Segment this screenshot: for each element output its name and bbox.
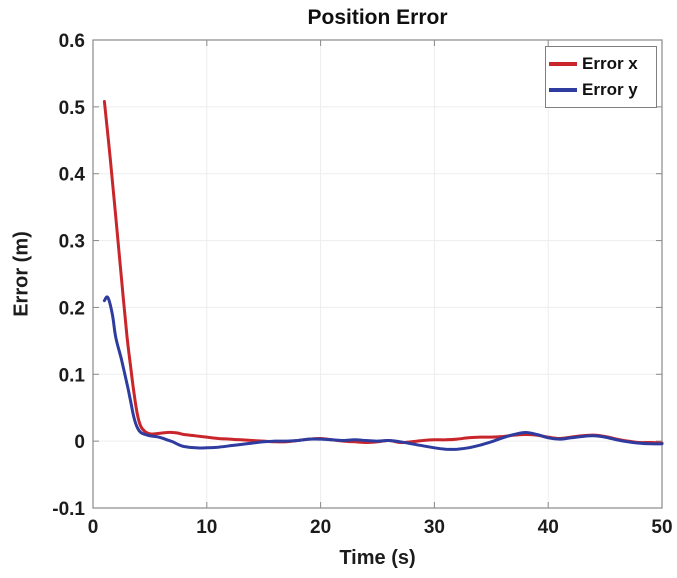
legend-item-error-x: Error x — [549, 54, 652, 74]
y-tick-label: 0.4 — [59, 165, 86, 186]
series-line-error-x — [102, 100, 664, 445]
x-tick-label: 30 — [424, 517, 445, 538]
x-tick-label: 50 — [651, 517, 672, 538]
y-tick-label: 0 — [74, 432, 85, 453]
x-tick-label: 0 — [88, 517, 99, 538]
y-tick-label: -0.1 — [52, 499, 85, 520]
legend-line-swatch-error-x — [549, 62, 577, 66]
legend-label-error-x: Error x — [582, 54, 638, 73]
legend-label-error-y: Error y — [582, 80, 638, 99]
x-tick-label: 40 — [538, 517, 559, 538]
y-tick-label: 0.3 — [59, 232, 85, 253]
series-line-error-y — [102, 295, 664, 451]
legend-line-swatch-error-y — [549, 88, 577, 92]
x-tick-label: 10 — [196, 517, 217, 538]
y-tick-label: 0.1 — [59, 365, 86, 386]
chart-title: Position Error — [307, 6, 448, 29]
legend: Error x Error y — [545, 46, 657, 108]
x-axis-label: Time (s) — [339, 547, 416, 569]
x-tick-label: 20 — [310, 517, 331, 538]
legend-item-error-y: Error y — [549, 80, 652, 100]
axes-box — [92, 39, 663, 509]
y-tick-label: 0.6 — [59, 31, 85, 52]
y-axis-label: Error (m) — [10, 231, 33, 317]
y-tick-label: 0.5 — [59, 98, 86, 119]
y-tick-label: 0.2 — [59, 298, 85, 319]
